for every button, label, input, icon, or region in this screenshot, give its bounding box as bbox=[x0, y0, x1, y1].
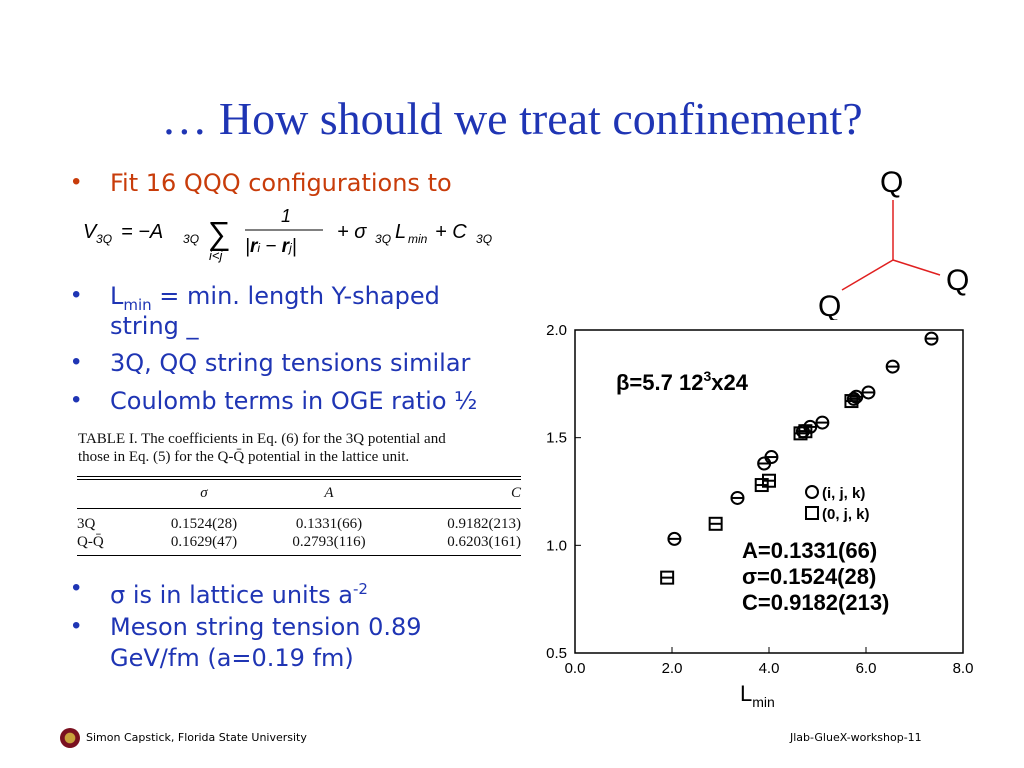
lmin-L: L bbox=[110, 282, 124, 310]
bullet-dot: • bbox=[72, 168, 81, 195]
axis-ticks: 0.0 2.0 4.0 6.0 8.0 0.5 1.0 1.5 2.0 bbox=[546, 322, 973, 677]
fit-A: A=0.1331(66) bbox=[742, 538, 877, 563]
fit-sigma: σ=0.1524(28) bbox=[742, 564, 876, 589]
svg-text:3Q: 3Q bbox=[183, 232, 199, 246]
bullet-dot: • bbox=[72, 348, 81, 375]
svg-text:= −A: = −A bbox=[121, 221, 163, 243]
data-points bbox=[660, 331, 939, 585]
quark-label: Q bbox=[880, 166, 903, 199]
bullet-coulomb-text: Coulomb terms in OGE ratio ½ bbox=[110, 387, 478, 415]
svg-text:i<j: i<j bbox=[209, 248, 223, 263]
x-tick-label: 0.0 bbox=[565, 660, 586, 677]
y-tick-label: 1.0 bbox=[546, 537, 567, 554]
y-tick-label: 1.5 bbox=[546, 430, 567, 447]
bullet-fit-text: Fit 16 QQQ configurations to bbox=[110, 169, 452, 197]
bullet-meson-cont-text: GeV/fm (a=0.19 fm) bbox=[110, 644, 354, 672]
fsu-seal-logo bbox=[60, 728, 80, 748]
table-caption: TABLE I. The coefficients in Eq. (6) for… bbox=[78, 430, 528, 466]
fit-C: C=0.9182(213) bbox=[742, 590, 889, 615]
header-A: A bbox=[324, 485, 334, 501]
quark-label: Q bbox=[946, 264, 969, 297]
lattice-units-sup: -2 bbox=[352, 580, 368, 598]
table-row: Q-Q̄ 0.1629(47) 0.2793(116) 0.6203(161) bbox=[77, 534, 521, 550]
svg-text:|ri − rj|: |ri − rj| bbox=[245, 236, 297, 257]
svg-text:3Q: 3Q bbox=[476, 232, 492, 246]
x-tick-label: 8.0 bbox=[953, 660, 974, 677]
x-axis-label: Lmin bbox=[740, 681, 775, 710]
x-tick-label: 2.0 bbox=[662, 660, 683, 677]
slide-title: … How should we treat confinement? bbox=[161, 93, 863, 144]
y-string-diagram: Q Q Q bbox=[818, 166, 969, 320]
table-rule bbox=[77, 508, 521, 509]
legend-label: (0, j, k) bbox=[822, 506, 870, 523]
legend-label: (i, j, k) bbox=[822, 485, 865, 502]
bullet-tensions-text: 3Q, QQ string tensions similar bbox=[110, 349, 471, 377]
lmin-text: = min. length Y-shaped bbox=[151, 282, 440, 310]
svg-text:+ C: + C bbox=[435, 221, 467, 243]
header-sigma: σ bbox=[200, 485, 208, 501]
potential-equation: V 3Q = −A 3Q ∑ i<j 1 |ri − rj| + σ 3Q L … bbox=[83, 200, 523, 270]
table-rule bbox=[77, 479, 521, 480]
table-rule bbox=[77, 476, 521, 477]
x-tick-label: 4.0 bbox=[759, 660, 780, 677]
svg-text:∑: ∑ bbox=[207, 215, 230, 252]
header-C: C bbox=[510, 485, 521, 501]
svg-text:3Q: 3Q bbox=[375, 232, 391, 246]
svg-text:min: min bbox=[408, 232, 428, 246]
svg-text:V: V bbox=[83, 221, 98, 243]
x-tick-label: 6.0 bbox=[856, 660, 877, 677]
equation-svg: V 3Q = −A 3Q ∑ i<j 1 |ri − rj| + σ 3Q L … bbox=[83, 206, 492, 263]
svg-text:L: L bbox=[395, 221, 406, 243]
table-row: 3Q 0.1524(28) 0.1331(66) 0.9182(213) bbox=[77, 516, 521, 532]
potential-chart: 0.0 2.0 4.0 6.0 8.0 0.5 1.0 1.5 2.0 β=5.7 123x24… bbox=[546, 322, 973, 710]
bullet-dot: • bbox=[72, 612, 81, 639]
bullet-meson-text: Meson string tension 0.89 bbox=[110, 613, 422, 641]
svg-text:1: 1 bbox=[281, 206, 291, 226]
svg-text:3Q: 3Q bbox=[96, 232, 112, 246]
bullet-dot: • bbox=[72, 281, 81, 308]
lattice-units-text: σ is in lattice units a bbox=[110, 581, 353, 609]
beta-annotation: β=5.7 123x24 bbox=[616, 368, 749, 395]
string-arm bbox=[841, 259, 894, 291]
svg-text:+ σ: + σ bbox=[337, 221, 367, 243]
bullet-dot: • bbox=[72, 386, 81, 413]
table-caption-line2: those in Eq. (5) for the Q-Q̄ potential … bbox=[78, 449, 410, 465]
footer-author: Simon Capstick, Florida State University bbox=[86, 731, 307, 744]
string-arm bbox=[892, 259, 941, 276]
legend-circle-marker bbox=[805, 485, 819, 499]
coefficients-table: σ A C 3Q 0.1524(28) 0.1331(66) 0.9182(21… bbox=[77, 476, 521, 556]
legend-square-marker bbox=[805, 506, 819, 520]
footer-event: Jlab-GlueX-workshop-11 bbox=[790, 731, 922, 744]
bullet-lmin-cont-text: string _ bbox=[110, 312, 199, 340]
table-caption-line1: TABLE I. The coefficients in Eq. (6) for… bbox=[78, 431, 446, 447]
lmin-sub: min bbox=[123, 295, 152, 314]
y-tick-label: 2.0 bbox=[546, 322, 567, 339]
bullet-dot: • bbox=[72, 574, 81, 601]
quark-label: Q bbox=[818, 290, 841, 320]
y-tick-label: 0.5 bbox=[546, 645, 567, 662]
table-header-row: σ A C bbox=[77, 484, 521, 502]
table-rule bbox=[77, 555, 521, 556]
